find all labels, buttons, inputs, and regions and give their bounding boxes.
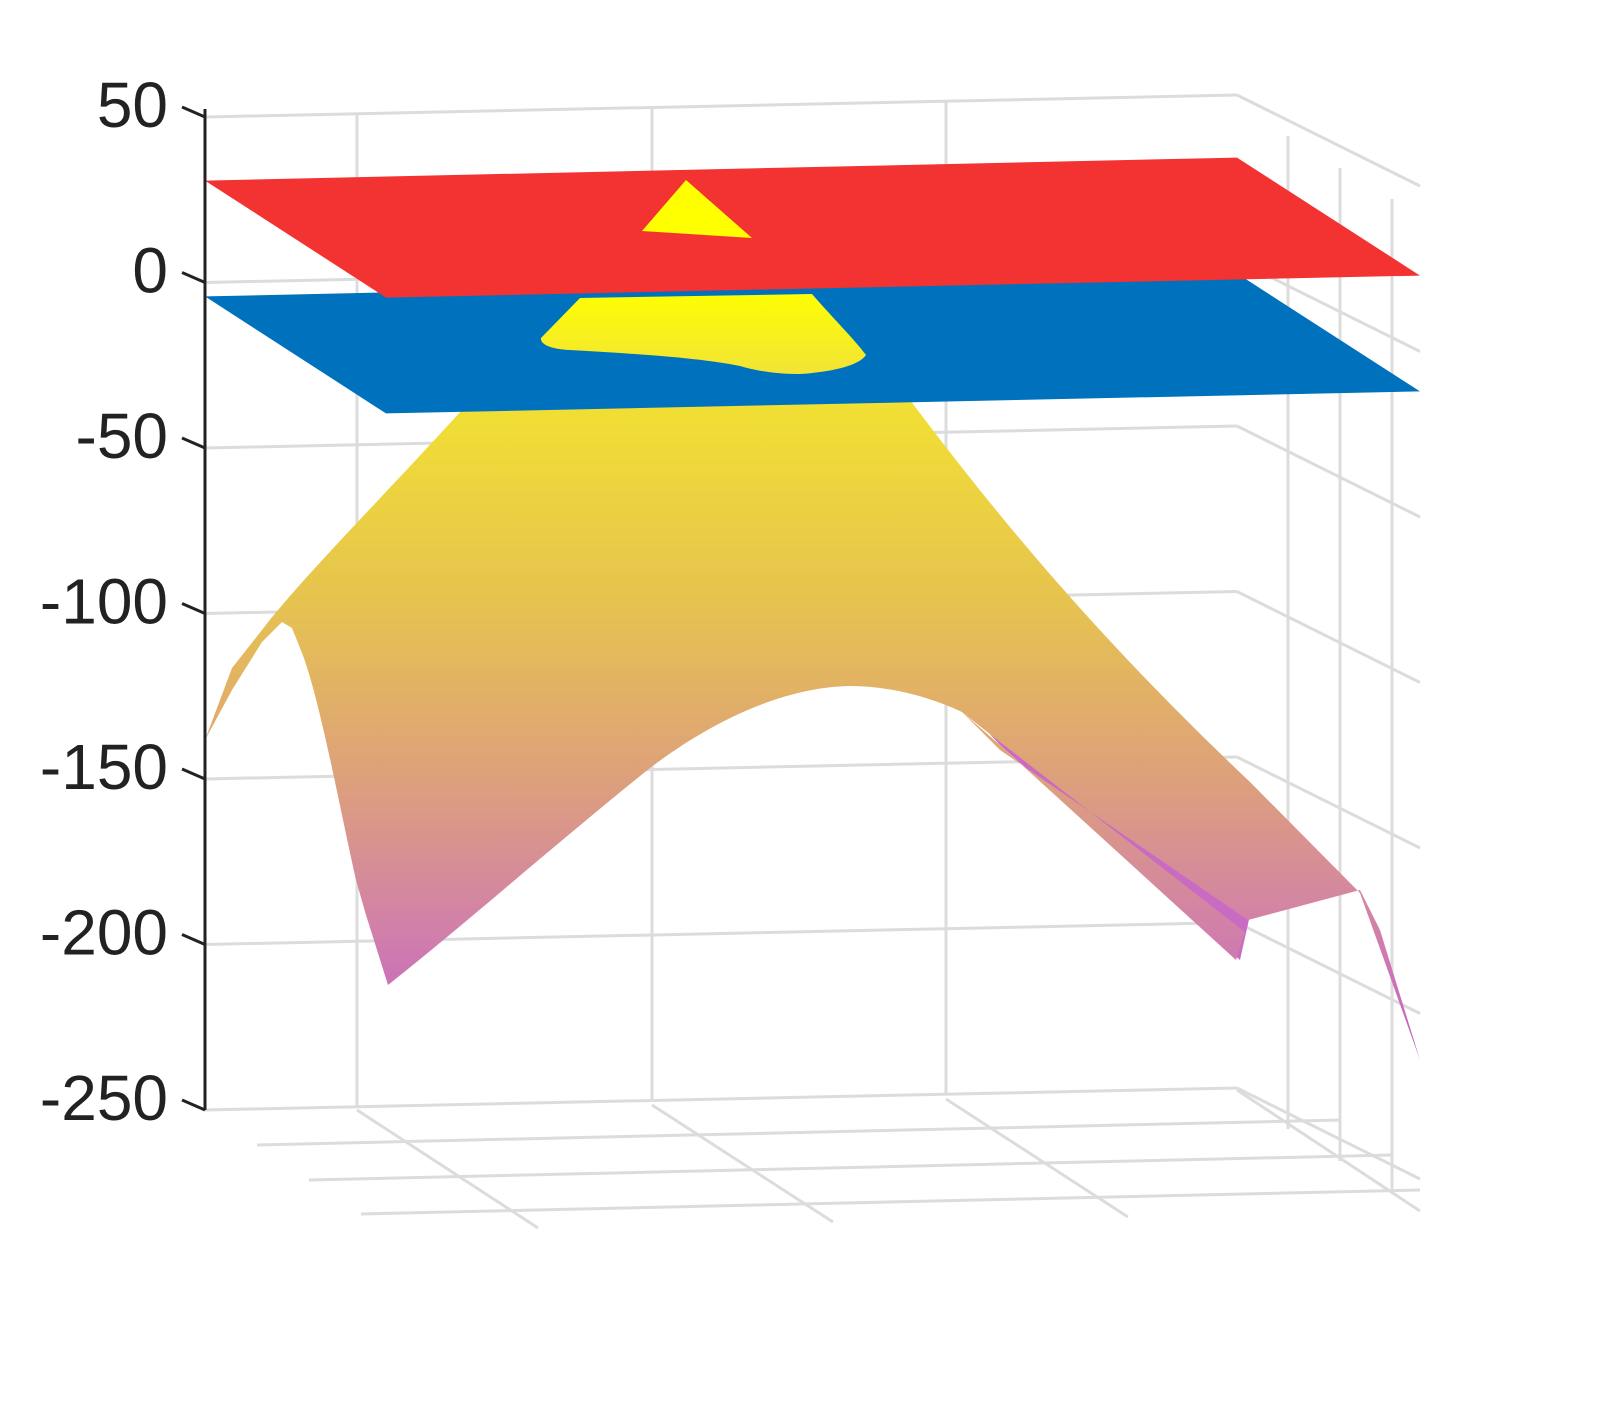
z-tick-mark	[181, 767, 206, 781]
grid-line-side-z	[1236, 590, 1421, 684]
plane-upper	[205, 157, 1420, 298]
z-tick-label: -250	[40, 1062, 168, 1134]
z-tick-label: -50	[76, 400, 169, 472]
z-axis: 50 0 -50 -100 -150 -200 -250	[40, 69, 207, 1134]
z-tick-mark	[181, 271, 206, 284]
grid-line-side-z	[1236, 921, 1421, 1015]
z-tick-mark	[181, 933, 206, 946]
grid-line-floor-width	[308, 1153, 1393, 1182]
z-tick-label: 50	[97, 69, 168, 141]
z-tick-label: -100	[40, 566, 168, 638]
grid-line-floor-depth	[356, 1108, 539, 1230]
grid-line-side-z	[1236, 424, 1421, 519]
grid-line-side-z	[1236, 1086, 1421, 1181]
grid-line-floor-width	[360, 1188, 1421, 1216]
z-tick-mark	[181, 602, 206, 615]
surface-mid-section	[540, 294, 866, 375]
grid-line-back-z	[204, 93, 1238, 119]
z-tick-label: 0	[132, 235, 168, 307]
grid-line-back-z	[204, 1086, 1238, 1112]
z-axis-ticks: 50 0 -50 -100 -150 -200 -250	[40, 69, 206, 1134]
grid-line-side-z	[1236, 755, 1421, 850]
surface-main	[205, 290, 1420, 1060]
grid-line-back-z	[204, 921, 1238, 946]
z-tick-mark	[181, 105, 206, 119]
z-tick-label: -200	[40, 897, 168, 969]
z-tick-mark	[181, 1098, 206, 1112]
z-tick-label: -150	[40, 731, 168, 803]
plot-area	[205, 157, 1420, 1060]
surface-peak	[642, 180, 752, 238]
grid-line-floor-width	[256, 1118, 1341, 1147]
z-tick-mark	[181, 436, 206, 450]
grid-line-side-z	[1236, 93, 1421, 188]
